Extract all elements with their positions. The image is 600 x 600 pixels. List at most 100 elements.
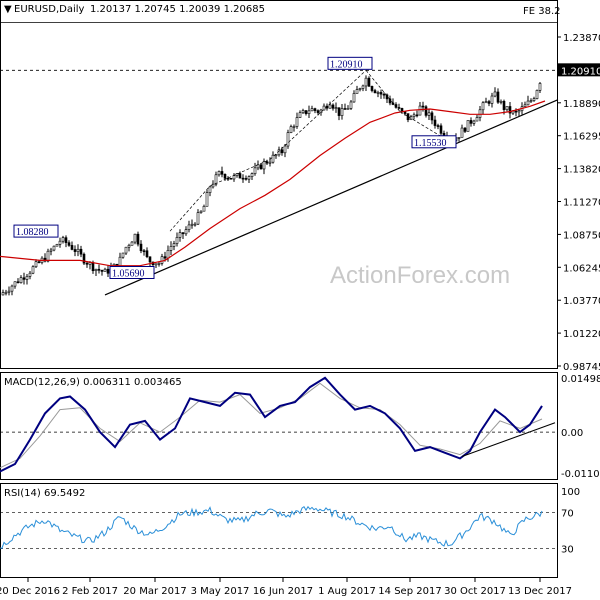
macd-tick-label: 0.00 (561, 428, 583, 439)
candle-body (61, 237, 65, 242)
candle-body (127, 244, 131, 248)
candle-body (196, 212, 200, 225)
candle-body (484, 101, 488, 104)
candle-body (253, 167, 257, 174)
candle-body (352, 93, 356, 103)
candle-body (19, 277, 23, 284)
candle-body (238, 173, 242, 179)
candle-body (175, 237, 179, 244)
price-tick-label: 1.06245 (563, 263, 600, 274)
candle-body (85, 262, 89, 265)
candle-body (22, 277, 26, 280)
price-tick-label: 1.08750 (563, 230, 600, 241)
candle-body (1, 292, 5, 296)
candle-body (169, 246, 173, 251)
candle-body (286, 132, 290, 147)
candle-body (373, 90, 377, 94)
candle-body (508, 106, 512, 114)
candle-body (475, 117, 479, 122)
candle-body (481, 102, 485, 111)
candle-body (229, 177, 233, 180)
candle-body (232, 175, 236, 180)
price-tick-label: 1.03770 (563, 296, 600, 307)
candle-body (277, 149, 281, 156)
swing-connector (269, 70, 367, 160)
current-price-label: 1.20910 (561, 66, 600, 77)
candle-body (106, 268, 110, 274)
candle-body (163, 256, 167, 259)
candle-body (463, 127, 467, 132)
candle-body (121, 252, 125, 258)
candle-body (148, 256, 152, 263)
candle-body (523, 104, 527, 108)
candle-body (244, 178, 248, 180)
candle-body (328, 104, 332, 109)
date-tick-label: 2 Feb 2017 (62, 586, 118, 597)
candle-body (307, 110, 311, 114)
candle-body (226, 177, 230, 180)
collapse-arrow-icon[interactable]: ▼ (4, 4, 12, 15)
candle-body (4, 291, 8, 294)
candle-body (460, 127, 464, 138)
rsi-line (0, 505, 543, 549)
macd-tick-label: 0.014982 (561, 374, 600, 385)
price-annotation-label: 1.05690 (112, 268, 145, 279)
candle-body (247, 176, 251, 180)
candle-body (343, 108, 347, 110)
candle-body (25, 276, 29, 280)
candle-body (211, 183, 215, 188)
candle-body (241, 177, 245, 180)
candle-body (37, 261, 41, 263)
candle-body (349, 101, 353, 109)
candle-body (214, 174, 218, 185)
candle-body (331, 104, 335, 109)
candle-body (415, 114, 419, 117)
candle-body (136, 233, 140, 245)
candle-body (76, 248, 80, 252)
candle-body (157, 263, 161, 265)
price-annotation-label: 1.20910 (330, 59, 363, 70)
candle-body (67, 242, 71, 246)
date-tick-label: 20 Dec 2016 (0, 586, 60, 597)
macd-panel (0, 372, 558, 480)
candle-body (34, 261, 38, 268)
rsi-panel (0, 483, 558, 578)
candle-body (355, 89, 359, 94)
candle-body (400, 108, 404, 112)
chart-symbol: EURUSD,Daily (14, 4, 85, 15)
macd-trendline (461, 422, 556, 457)
candle-body (235, 173, 239, 176)
candle-body (292, 126, 296, 128)
candle-body (433, 119, 437, 126)
candle-body (49, 249, 53, 252)
rsi-title: RSI(14) 69.5492 (4, 488, 85, 499)
candle-body (322, 105, 326, 111)
candle-body (205, 192, 209, 207)
candle-body (496, 91, 500, 103)
rsi-tick-label: 100 (561, 487, 580, 498)
candle-body (364, 77, 368, 87)
rsi-tick-label: 30 (561, 545, 574, 556)
candle-body (418, 105, 422, 116)
date-tick-label: 30 Oct 2017 (444, 586, 506, 597)
candle-body (514, 110, 518, 113)
candle-body (361, 85, 365, 89)
candle-body (289, 126, 293, 133)
candle-body (94, 268, 98, 272)
price-tick-label: 1.18890 (563, 99, 600, 110)
candle-body (223, 173, 227, 179)
candle-body (517, 110, 521, 113)
axis-layer: 1.238701.213301.188901.162951.138201.112… (0, 33, 600, 597)
candle-body (493, 91, 497, 97)
candle-body (160, 256, 164, 264)
swing-connector (365, 70, 401, 112)
date-tick-label: 13 Dec 2017 (508, 586, 572, 597)
candle-body (316, 110, 320, 113)
candle-body (139, 243, 143, 252)
candle-body (43, 257, 47, 262)
price-tick-label: 1.16295 (563, 132, 600, 143)
candle-body (529, 100, 533, 102)
candle-body (421, 105, 425, 108)
